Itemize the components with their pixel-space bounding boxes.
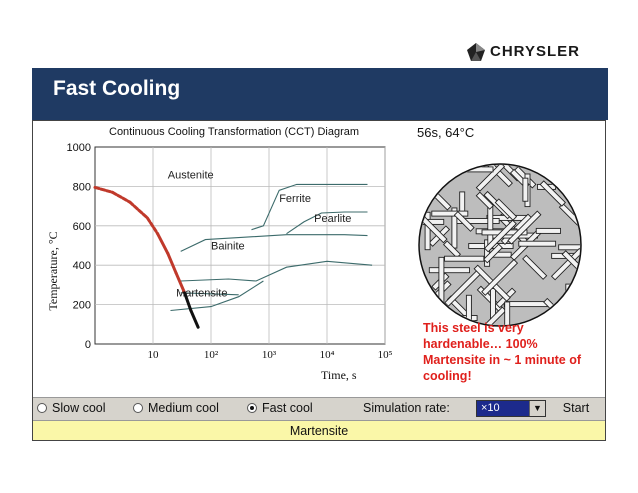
x-tick-label: 10³ xyxy=(262,349,277,361)
martensite-lath xyxy=(539,180,566,207)
martensite-lath xyxy=(480,306,507,325)
x-axis-label: Time, s xyxy=(321,368,357,382)
chevron-down-icon[interactable]: ▼ xyxy=(529,401,545,416)
martensite-lath xyxy=(507,210,542,245)
martensite-lath xyxy=(420,204,448,244)
chart-grid xyxy=(94,146,386,345)
cooling-curve-segment xyxy=(166,251,178,275)
phase-boundary-line xyxy=(180,234,368,252)
phase-boundary-line xyxy=(286,211,368,235)
martensite-lath xyxy=(475,191,494,210)
martensite-lath xyxy=(459,191,466,215)
martensite-lath xyxy=(421,303,443,309)
slow-cool-radio[interactable]: Slow cool xyxy=(37,401,106,415)
slide-header: Fast Cooling xyxy=(32,68,608,120)
cooling-curve-segment xyxy=(128,200,149,220)
cooling-curve-segment xyxy=(93,185,114,194)
brand-logo: CHRYSLER xyxy=(466,38,606,66)
phase-boundaries xyxy=(170,183,373,312)
sim-time-temp: 56s, 64°C xyxy=(417,125,475,140)
cooling-curve-segment xyxy=(183,291,193,313)
phase-status-bar: Martensite xyxy=(33,420,605,440)
martensite-lath xyxy=(550,247,580,281)
sim-rate-label: Simulation rate: xyxy=(363,401,450,415)
region-label: Pearlite xyxy=(314,213,351,225)
y-tick-label: 0 xyxy=(85,339,91,351)
phase-boundary-line xyxy=(251,183,368,231)
radio-icon xyxy=(133,403,143,413)
y-axis-label: Temperature, °C xyxy=(46,231,60,310)
fast-cool-radio[interactable]: Fast cool xyxy=(247,401,313,415)
phase-boundary-line xyxy=(180,260,373,282)
y-tick-label: 400 xyxy=(73,260,91,272)
cct-chart: Continuous Cooling Transformation (CCT) … xyxy=(46,126,582,382)
axis-ticks: 0 200 400 600 800 1000 10 10² 10³ 10⁴ 10⁵ xyxy=(67,142,393,361)
y-tick-label: 200 xyxy=(73,300,91,312)
martensite-lath xyxy=(431,210,469,217)
sim-controls: Slow cool Medium cool Fast cool Simulati… xyxy=(33,397,605,420)
martensite-lath xyxy=(437,168,457,174)
martensite-lath xyxy=(444,255,485,262)
microstructure-image xyxy=(418,163,582,327)
martensite-lath xyxy=(465,294,472,325)
phase-boundary-line xyxy=(180,292,239,296)
radio-selected-icon xyxy=(247,403,257,413)
fast-cool-label: Fast cool xyxy=(262,401,313,415)
medium-cool-label: Medium cool xyxy=(148,401,219,415)
martensite-lath xyxy=(558,244,580,251)
cooling-curve-segment xyxy=(110,190,132,204)
y-tick-label: 600 xyxy=(73,221,91,233)
martensite-lath xyxy=(438,256,445,305)
martensite-lath xyxy=(522,254,548,280)
cooling-curve-segment xyxy=(156,232,170,255)
martensite-lath xyxy=(522,177,529,202)
martensite-lath xyxy=(503,301,548,308)
y-tick-label: 1000 xyxy=(67,142,91,154)
slow-cool-label: Slow cool xyxy=(52,401,106,415)
martensite-lath xyxy=(481,258,519,296)
y-tick-label: 800 xyxy=(73,181,91,193)
slide-title: Fast Cooling xyxy=(53,77,181,100)
radio-icon xyxy=(37,403,47,413)
martensite-lath xyxy=(518,240,557,247)
x-tick-label: 10⁵ xyxy=(378,349,393,361)
cooling-curve-segment xyxy=(145,216,160,236)
martensite-lath xyxy=(420,169,427,210)
hardenability-note: This steel is very hardenable… 100% Mart… xyxy=(423,321,582,383)
cooling-curve-segment xyxy=(174,271,187,295)
x-tick-label: 10⁴ xyxy=(320,349,335,361)
region-label: Ferrite xyxy=(279,193,311,205)
martensite-lath xyxy=(504,301,511,325)
region-label: Bainite xyxy=(211,240,245,252)
martensite-lath xyxy=(475,165,506,192)
martensite-lath xyxy=(453,210,475,232)
medium-cool-radio[interactable]: Medium cool xyxy=(133,401,219,415)
start-button[interactable]: Start xyxy=(562,401,590,415)
sim-rate-select[interactable]: ×10 ▼ xyxy=(476,400,546,417)
brand-name: CHRYSLER xyxy=(490,43,580,60)
martensite-lath xyxy=(428,267,470,274)
martensite-lath xyxy=(483,243,503,264)
region-label: Austenite xyxy=(168,170,214,182)
martensite-lath xyxy=(494,198,518,221)
cooling-curve-segment xyxy=(189,309,200,329)
sim-rate-value: ×10 xyxy=(481,402,500,414)
pentastar-icon xyxy=(467,43,485,61)
cooling-curve xyxy=(93,185,200,329)
region-label: Martensite xyxy=(176,288,227,300)
x-tick-label: 10 xyxy=(148,349,160,361)
x-tick-label: 10² xyxy=(204,349,219,361)
cct-simulator-window: Continuous Cooling Transformation (CCT) … xyxy=(32,120,606,441)
martensite-lath xyxy=(483,219,517,253)
chart-title: Continuous Cooling Transformation (CCT) … xyxy=(109,126,359,138)
martensite-lath xyxy=(535,227,562,234)
